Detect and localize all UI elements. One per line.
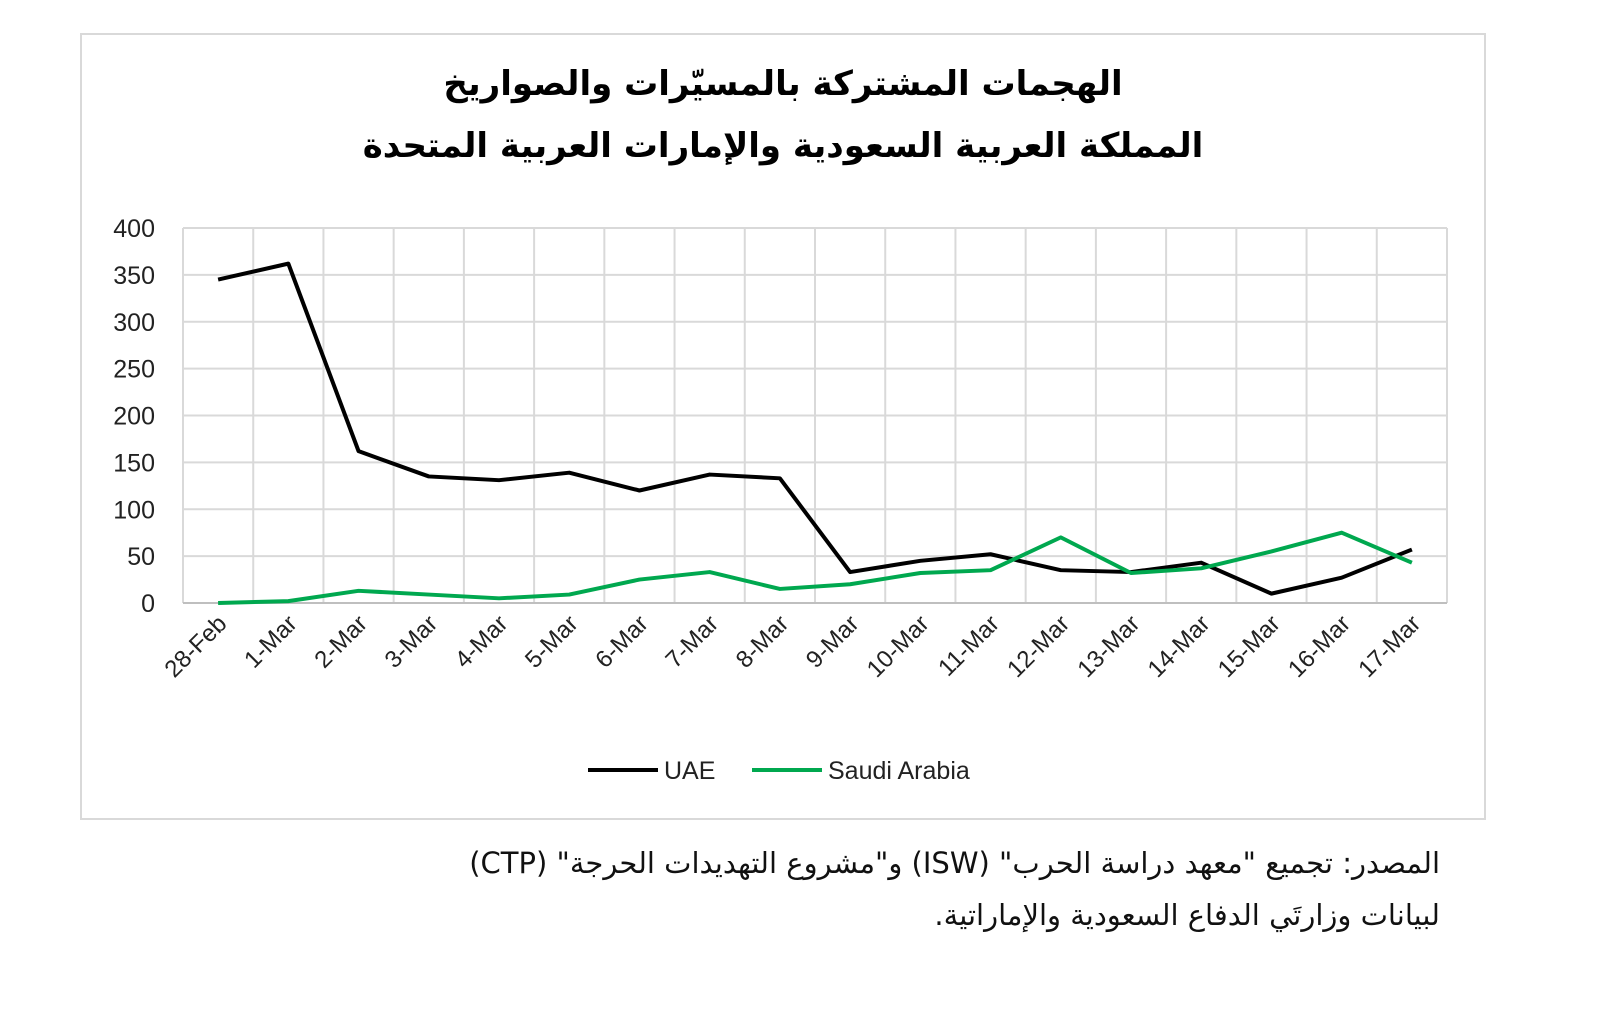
y-tick-label: 300 [113,309,155,337]
source-caption-line-1: المصدر: تجميع "معهد دراسة الحرب" (ISW) و… [469,846,1440,880]
series-line-uae [217,261,1413,596]
x-tick-label: 10-Mar [862,610,935,683]
y-tick-label: 100 [113,496,155,524]
x-tick-label: 1-Mar [239,610,302,673]
y-tick-label: 50 [127,543,155,571]
x-tick-label: 2-Mar [309,610,372,673]
x-tick-label: 9-Mar [801,610,864,673]
chart-title-line-1: الهجمات المشتركة بالمسيّرات والصواريخ [443,64,1123,104]
x-tick-label: 7-Mar [661,610,724,673]
x-tick-label: 5-Mar [520,610,583,673]
series-line-saudi-arabia [218,530,1413,605]
x-tick-label: 12-Mar [1002,610,1075,683]
x-tick-label: 15-Mar [1213,610,1286,683]
legend-label: Saudi Arabia [828,757,970,785]
x-tick-label: 13-Mar [1072,610,1145,683]
y-tick-label: 150 [113,449,155,477]
x-tick-label: 6-Mar [590,610,653,673]
x-tick-label: 4-Mar [450,610,513,673]
x-tick-label: 17-Mar [1353,610,1426,683]
x-tick-label: 16-Mar [1283,610,1356,683]
y-tick-label: 400 [113,215,155,243]
x-tick-label: 3-Mar [380,610,443,673]
y-tick-label: 0 [141,590,155,618]
y-tick-label: 250 [113,356,155,384]
y-tick-label: 200 [113,403,155,431]
chart-frame [80,33,1486,820]
legend-label: UAE [664,757,715,785]
x-tick-label: 14-Mar [1143,610,1216,683]
x-tick-label: 28-Feb [159,610,232,683]
x-tick-label: 11-Mar [933,610,1005,682]
y-tick-label: 350 [113,262,155,290]
source-caption-line-2: لبيانات وزارتَي الدفاع السعودية والإمارا… [934,898,1440,932]
x-tick-label: 8-Mar [731,610,794,673]
chart-title-line-2: المملكة العربية السعودية والإمارات العرب… [362,126,1204,166]
